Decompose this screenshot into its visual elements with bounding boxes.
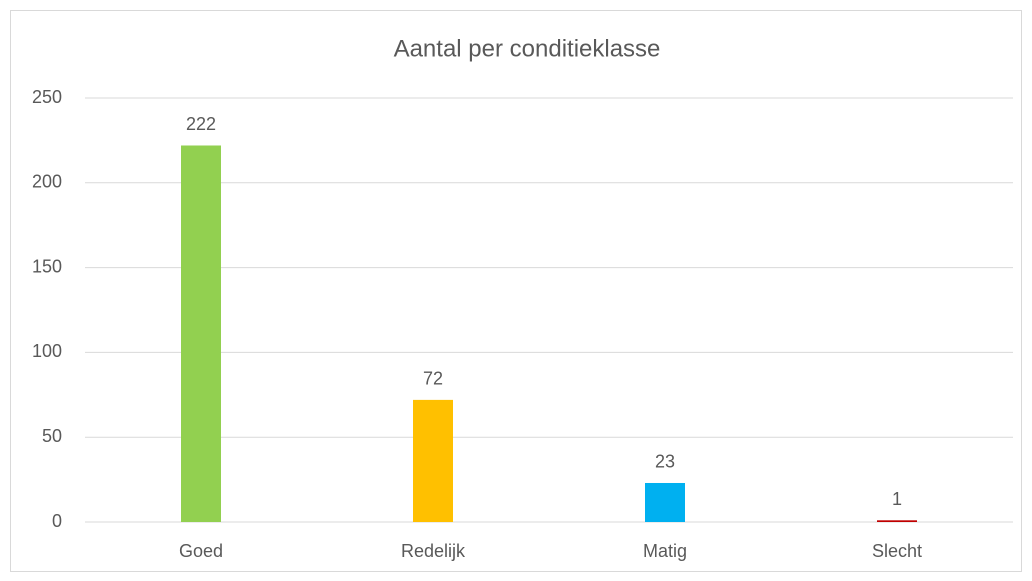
x-tick-label: Redelijk [401, 541, 466, 561]
y-tick-label: 100 [32, 341, 62, 361]
y-tick-label: 250 [32, 87, 62, 107]
data-label: 72 [423, 369, 443, 389]
y-tick-label: 200 [32, 172, 62, 192]
x-tick-label: Goed [179, 541, 223, 561]
chart-title: Aantal per conditieklasse [394, 35, 661, 62]
bar [181, 145, 221, 522]
chart-border [10, 10, 1022, 572]
bar [645, 482, 685, 522]
bar [413, 399, 453, 522]
data-label: 222 [186, 114, 216, 134]
x-tick-label: Matig [643, 541, 687, 561]
data-label: 1 [892, 489, 902, 509]
y-tick-label: 0 [52, 511, 62, 531]
y-tick-label: 50 [42, 426, 62, 446]
data-label: 23 [655, 452, 675, 472]
bar [877, 520, 917, 522]
x-tick-label: Slecht [872, 541, 922, 561]
y-tick-label: 150 [32, 256, 62, 276]
